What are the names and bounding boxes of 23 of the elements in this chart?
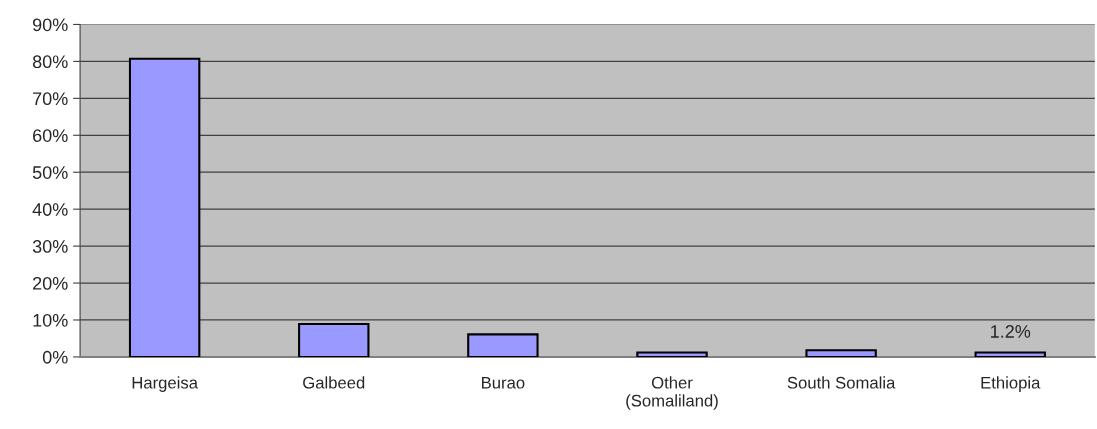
x-tick-label: South Somalia: [787, 376, 896, 389]
y-tick-label: 0%: [42, 350, 68, 364]
bar: [636, 351, 708, 357]
bar: [298, 323, 370, 357]
y-tick-label: 40%: [32, 203, 68, 216]
y-tick-label: 90%: [32, 18, 68, 32]
x-tick-label: Galbeed: [303, 376, 365, 389]
y-tick-label: 60%: [33, 129, 68, 142]
bar: [974, 351, 1046, 357]
x-tick-label: Burao: [482, 376, 525, 389]
data-label: 1.2%: [991, 325, 1031, 338]
y-tick-label: 10%: [33, 313, 68, 327]
y-tick-label: 20%: [33, 276, 68, 290]
bar: [128, 57, 201, 357]
y-tick-label: 50%: [32, 166, 68, 179]
x-tick-label: Other (Somaliland): [626, 376, 718, 410]
bar: [467, 333, 539, 357]
x-tick-label: Ethiopia: [981, 376, 1041, 392]
y-tick-label: 80%: [32, 55, 68, 69]
bar: [805, 349, 877, 357]
y-tick-label: 70%: [33, 92, 68, 106]
x-tick-label: Hargeisa: [132, 376, 198, 392]
y-tick-label: 30%: [32, 240, 68, 253]
